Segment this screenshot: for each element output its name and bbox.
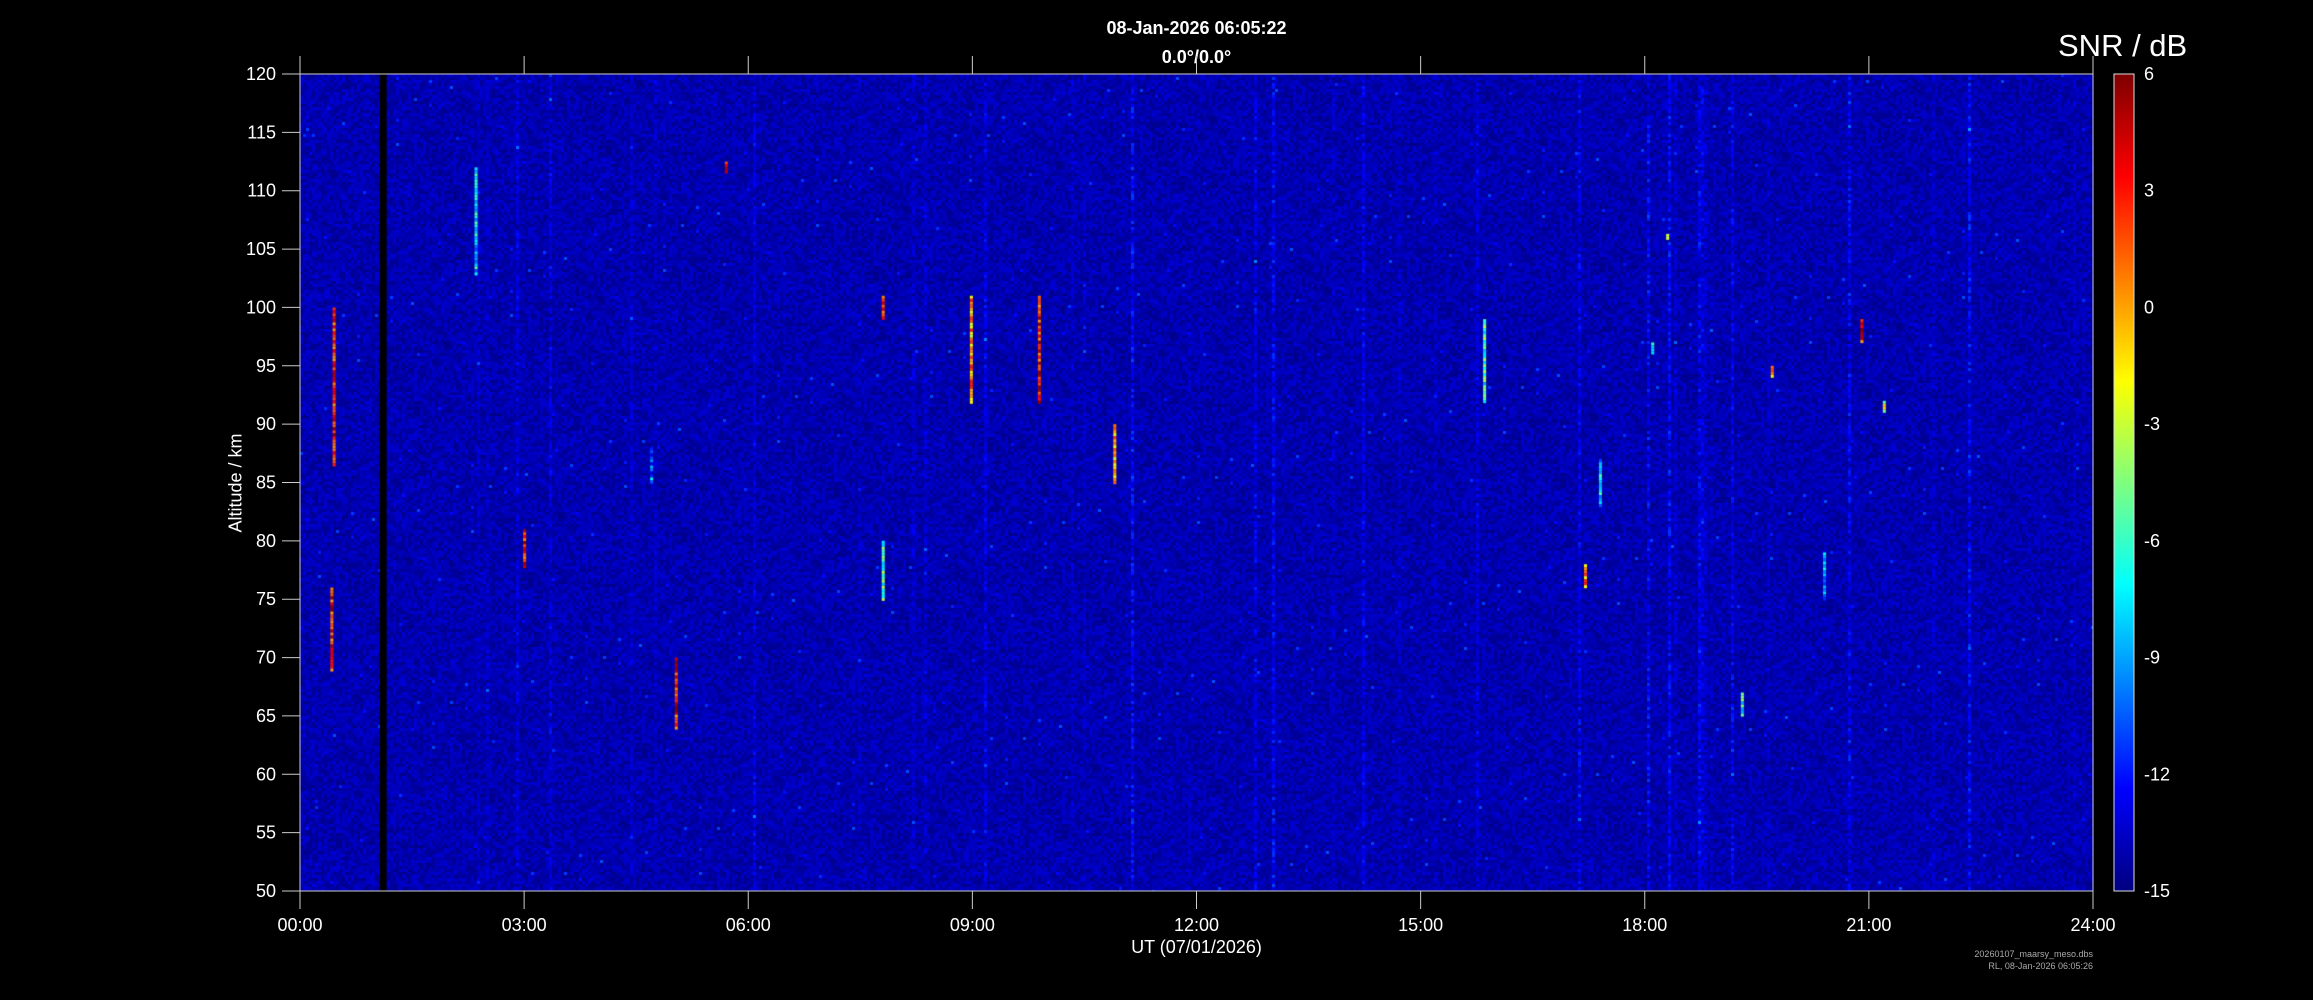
footer-file: 20260107_maarsy_meso.dbs bbox=[1974, 949, 2093, 959]
y-tick-label: 60 bbox=[256, 764, 276, 784]
x-tick-label: 09:00 bbox=[950, 915, 995, 935]
colorbar-tick-label: 3 bbox=[2144, 181, 2154, 201]
y-tick-label: 80 bbox=[256, 531, 276, 551]
y-tick-label: 85 bbox=[256, 473, 276, 493]
plot-frame bbox=[299, 73, 2094, 892]
y-tick-label: 90 bbox=[256, 414, 276, 434]
y-tick-label: 55 bbox=[256, 823, 276, 843]
x-tick-label: 24:00 bbox=[2070, 915, 2115, 935]
colorbar-tick-label: -12 bbox=[2144, 764, 2170, 784]
x-tick-label: 15:00 bbox=[1398, 915, 1443, 935]
y-tick-label: 120 bbox=[246, 64, 276, 84]
x-tick-label: 18:00 bbox=[1622, 915, 1667, 935]
x-tick-label: 21:00 bbox=[1846, 915, 1891, 935]
footer-info: 20260107_maarsy_meso.dbs RL, 08-Jan-2026… bbox=[1974, 948, 2093, 972]
y-tick-label: 95 bbox=[256, 356, 276, 376]
x-axis-label: UT (07/01/2026) bbox=[1131, 937, 1262, 957]
y-tick-label: 115 bbox=[247, 122, 276, 142]
y-axis-label: Altitude / km bbox=[225, 433, 246, 533]
colorbar-tick-label: -3 bbox=[2144, 414, 2160, 434]
y-tick-label: 50 bbox=[256, 881, 276, 901]
colorbar-tick-label: -9 bbox=[2144, 648, 2160, 668]
x-tick-label: 03:00 bbox=[502, 915, 547, 935]
colorbar-label: SNR / dB bbox=[2058, 28, 2188, 63]
y-tick-label: 105 bbox=[246, 239, 276, 259]
y-tick-label: 110 bbox=[247, 181, 276, 201]
colorbar-tick-label: -15 bbox=[2144, 881, 2170, 901]
colorbar-tick-label: 0 bbox=[2144, 297, 2154, 317]
y-tick-label: 75 bbox=[256, 589, 276, 609]
x-tick-label: 06:00 bbox=[726, 915, 771, 935]
y-tick-label: 70 bbox=[256, 648, 276, 668]
y-tick-label: 65 bbox=[256, 706, 276, 726]
x-tick-label: 00:00 bbox=[277, 915, 322, 935]
x-tick-label: 12:00 bbox=[1174, 915, 1219, 935]
footer-stamp: RL, 08-Jan-2026 06:05:26 bbox=[1988, 961, 2093, 971]
colorbar-tick-label: 6 bbox=[2144, 64, 2154, 84]
chart-title: 08-Jan-2026 06:05:22 bbox=[1106, 18, 1287, 38]
colorbar-tick-label: -6 bbox=[2144, 531, 2160, 551]
colorbar bbox=[2114, 74, 2134, 891]
y-tick-label: 100 bbox=[246, 297, 276, 317]
snr-heatmap bbox=[300, 74, 2093, 891]
colorbar-frame bbox=[2113, 73, 2135, 892]
